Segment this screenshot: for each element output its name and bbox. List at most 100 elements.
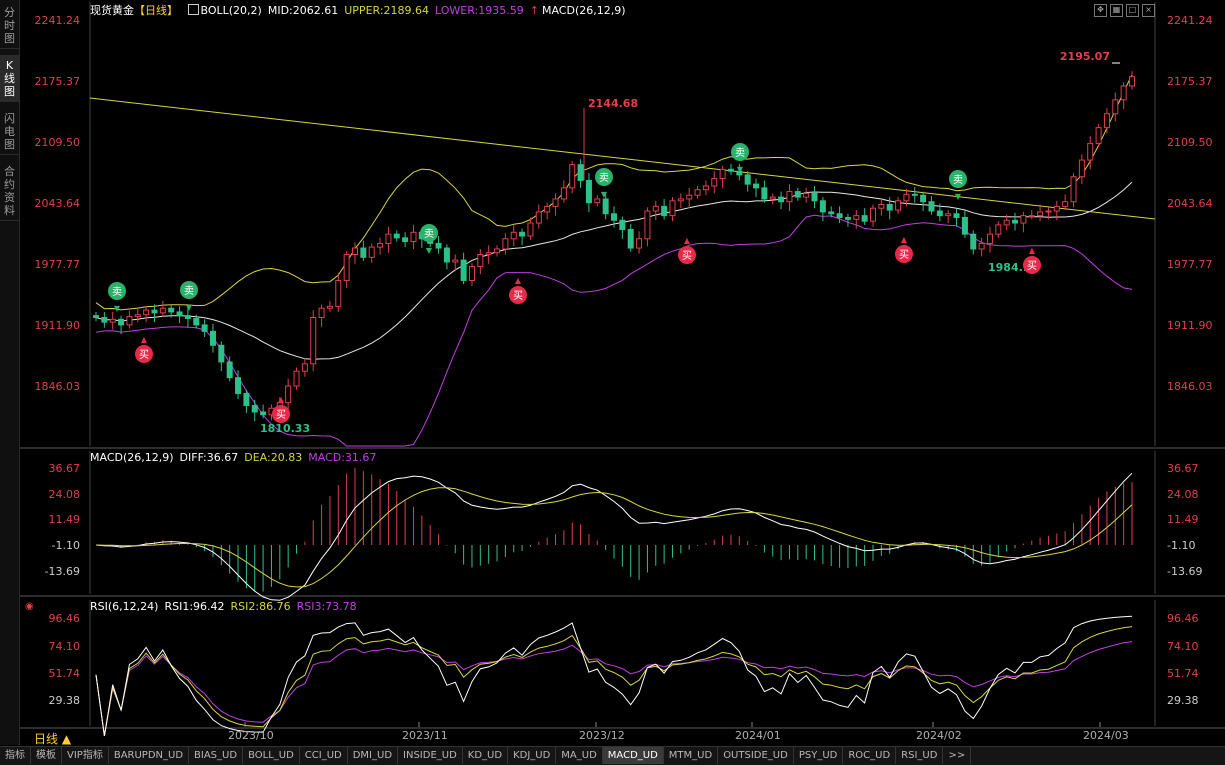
- candle-up: [485, 252, 492, 256]
- indicator-tab-cci-ud[interactable]: CCI_UD: [300, 747, 348, 764]
- indicator-tab-dmi-ud[interactable]: DMI_UD: [348, 747, 399, 764]
- indicator-tab-boll-ud[interactable]: BOLL_UD: [243, 747, 300, 764]
- price-axis-left-label: 1977.77: [35, 258, 81, 271]
- arrow-down-icon: ▼: [737, 165, 744, 174]
- price-axis-right-label: 2043.64: [1167, 197, 1213, 210]
- candle-up: [410, 231, 417, 243]
- indicator-tab--[interactable]: 指标: [0, 747, 31, 764]
- candle-up: [452, 259, 459, 263]
- candle-down: [577, 164, 584, 181]
- buy-signal-badge: 买▲: [509, 276, 527, 304]
- boll-lower: LOWER:1935.59: [435, 4, 524, 17]
- candle-up: [677, 198, 684, 202]
- annotation-high-2: 2195.07: [1060, 50, 1110, 63]
- indicator-tab-roc-ud[interactable]: ROC_UD: [843, 747, 897, 764]
- price-axis-right-label: 2175.37: [1167, 75, 1213, 88]
- indicator-tab-vip-[interactable]: VIP指标: [62, 747, 109, 764]
- candle-up: [853, 215, 860, 220]
- indicator-tab-outside-ud[interactable]: OUTSIDE_UD: [718, 747, 794, 764]
- candle-down: [184, 315, 191, 319]
- candle-up: [159, 307, 166, 314]
- sidebar-tab-char: 时: [4, 19, 15, 32]
- macd-header: MACD(26,12,9) DIFF:36.67 DEA:20.83 MACD:31.…: [90, 451, 382, 467]
- candle-up: [686, 194, 693, 200]
- indicator-tab-kd-ud[interactable]: KD_UD: [463, 747, 509, 764]
- indicator-tab-macd-ud[interactable]: MACD_UD: [602, 747, 664, 764]
- candle-down: [619, 219, 626, 231]
- indicator-tab--[interactable]: >>: [943, 747, 972, 764]
- sidebar-tab-0[interactable]: 分时图: [0, 2, 19, 49]
- candle-down: [402, 237, 409, 243]
- x-axis-label: 2024/01: [735, 729, 781, 742]
- candle-up: [1062, 201, 1069, 207]
- rsi-axis-left-label: 29.38: [49, 694, 81, 707]
- rsi-axis-left-label: 51.74: [49, 667, 81, 680]
- candle-down: [168, 307, 175, 313]
- macd-axis-left-label: 11.49: [49, 513, 81, 526]
- candle-up: [527, 222, 534, 237]
- candle-down: [661, 205, 668, 217]
- sidebar-tab-2[interactable]: 闪电图: [0, 108, 19, 155]
- arrow-up-icon: ↑: [529, 4, 539, 17]
- indicator-tab-rsi-ud[interactable]: RSI_UD: [896, 747, 944, 764]
- sell-signal-badge: 卖▼: [731, 143, 749, 174]
- candle-down: [744, 174, 751, 185]
- candle-up: [895, 200, 902, 211]
- signal-label: 买: [1027, 260, 1037, 272]
- arrow-up-icon: ▲: [141, 335, 148, 344]
- candle-down: [460, 259, 467, 281]
- candle-down: [393, 233, 400, 239]
- arrow-down-icon: ▼: [114, 304, 121, 313]
- indicator-tab-bias-ud[interactable]: BIAS_UD: [189, 747, 244, 764]
- price-axis-left-label: 1846.03: [35, 380, 81, 393]
- signal-circle: [509, 286, 527, 304]
- macd-axis-left-label: 24.08: [49, 488, 81, 501]
- candle-up: [468, 266, 475, 281]
- candle-up: [560, 187, 567, 200]
- candle-down: [251, 404, 258, 413]
- candle-up: [318, 307, 325, 318]
- candle-up: [1120, 85, 1127, 101]
- candle-up: [477, 254, 484, 268]
- annotation-high-1: 2144.68: [588, 97, 638, 110]
- candle-up: [377, 242, 384, 248]
- boll-upper-line: [95, 74, 1133, 311]
- indicator-tab-mtm-ud[interactable]: MTM_UD: [664, 747, 719, 764]
- price-axis-left-label: 1911.90: [35, 319, 81, 332]
- indicator-tab--[interactable]: 模板: [31, 747, 62, 764]
- rsi-name: RSI(6,12,24): [90, 600, 159, 613]
- candle-up: [143, 309, 150, 316]
- indicator-tab-kdj-ud[interactable]: KDJ_UD: [508, 747, 557, 764]
- close-icon[interactable]: ×: [1142, 4, 1155, 17]
- layout-icon[interactable]: ▦: [1110, 4, 1123, 17]
- indicator-tab-bar: 指标 模板 VIP指标 BARUPDN_UD BIAS_UD BOLL_UD CCI_UD D…: [0, 746, 1225, 765]
- indicator-tab-ma-ud[interactable]: MA_UD: [556, 747, 603, 764]
- candle-up: [644, 210, 651, 240]
- rsi-target-icon[interactable]: ◉: [25, 601, 34, 612]
- candle-up: [134, 314, 141, 318]
- candle-down: [761, 187, 768, 200]
- candle-down: [93, 315, 99, 318]
- indicator-tab-inside-ud[interactable]: INSIDE_UD: [398, 747, 463, 764]
- indicator-tab-barupdn-ud[interactable]: BARUPDN_UD: [109, 747, 190, 764]
- restore-icon[interactable]: □: [1126, 4, 1139, 17]
- indicator-tab-psy-ud[interactable]: PSY_UD: [794, 747, 844, 764]
- candle-up: [995, 224, 1002, 235]
- sidebar-tab-3[interactable]: 合约资料: [0, 161, 19, 221]
- candle-down: [260, 411, 267, 416]
- candle-down: [828, 211, 835, 215]
- candle-down: [151, 309, 158, 314]
- candle-down: [118, 318, 125, 326]
- rsi-axis-left-label: 74.10: [49, 640, 81, 653]
- chart-svg[interactable]: 2241.24 2241.24 2175.37 2175.37 2109.50 2109.…: [20, 0, 1225, 745]
- chart-panels[interactable]: 2241.24 2241.24 2175.37 2175.37 2109.50 2109.…: [20, 0, 1225, 745]
- move-icon[interactable]: ✥: [1094, 4, 1107, 17]
- macd-axis-right-label: 24.08: [1167, 488, 1199, 501]
- signal-circle: [949, 170, 967, 188]
- candle-down: [611, 213, 617, 221]
- candle-down: [811, 192, 818, 202]
- candle-up: [978, 242, 985, 250]
- buy-signal-badge: 买▲: [895, 235, 913, 263]
- period-selector[interactable]: 日线 ▲: [34, 732, 72, 746]
